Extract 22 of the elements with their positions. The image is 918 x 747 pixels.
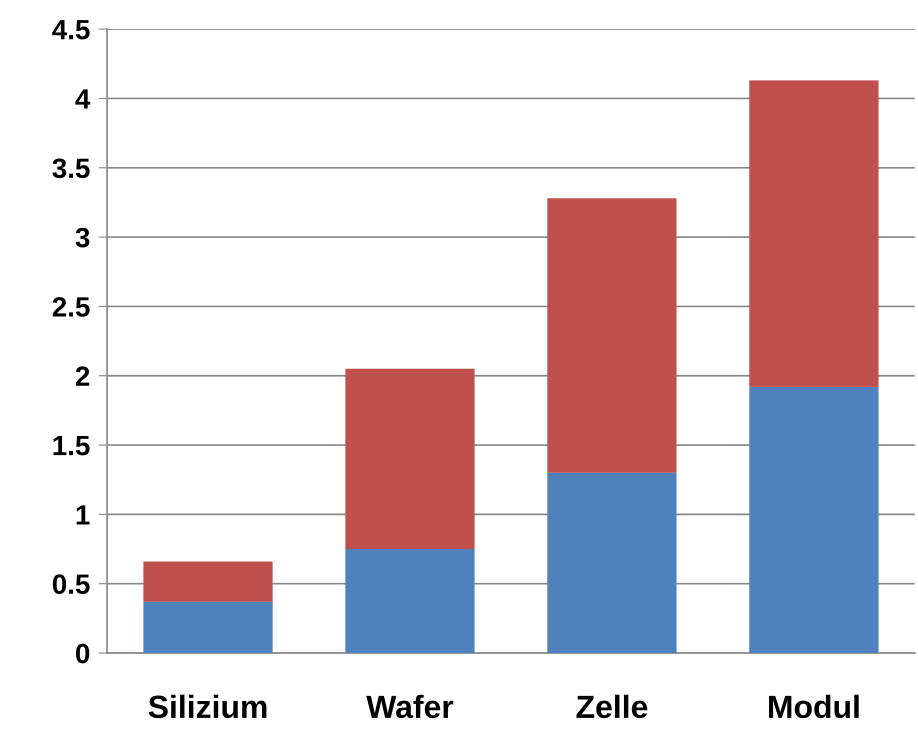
y-tick-label: 4.5 — [52, 20, 90, 40]
x-tick-label: Silizium — [148, 694, 266, 718]
y-tick-label: 2 — [76, 366, 90, 386]
x-tick-label: Modul — [769, 694, 859, 718]
y-tick-label: 3.5 — [52, 158, 90, 178]
bar — [547, 198, 677, 473]
y-tick-label: 1.5 — [54, 436, 90, 456]
y-tick-label: 4 — [75, 89, 90, 109]
x-tick-label: Zelle — [576, 694, 648, 718]
bar — [345, 368, 475, 550]
y-tick-label: 1 — [76, 505, 90, 524]
y-tick-label: 0.5 — [52, 574, 90, 594]
y-tick-label: 2.5 — [52, 297, 90, 317]
y-tick-label: 0 — [76, 644, 90, 664]
bar — [547, 472, 677, 654]
y-tick-label: 3 — [76, 228, 90, 248]
bar — [345, 549, 475, 654]
bar — [749, 80, 879, 387]
bar — [143, 562, 273, 602]
bar — [749, 386, 879, 654]
bar — [143, 602, 273, 654]
x-tick-label: Wafer — [366, 694, 454, 718]
